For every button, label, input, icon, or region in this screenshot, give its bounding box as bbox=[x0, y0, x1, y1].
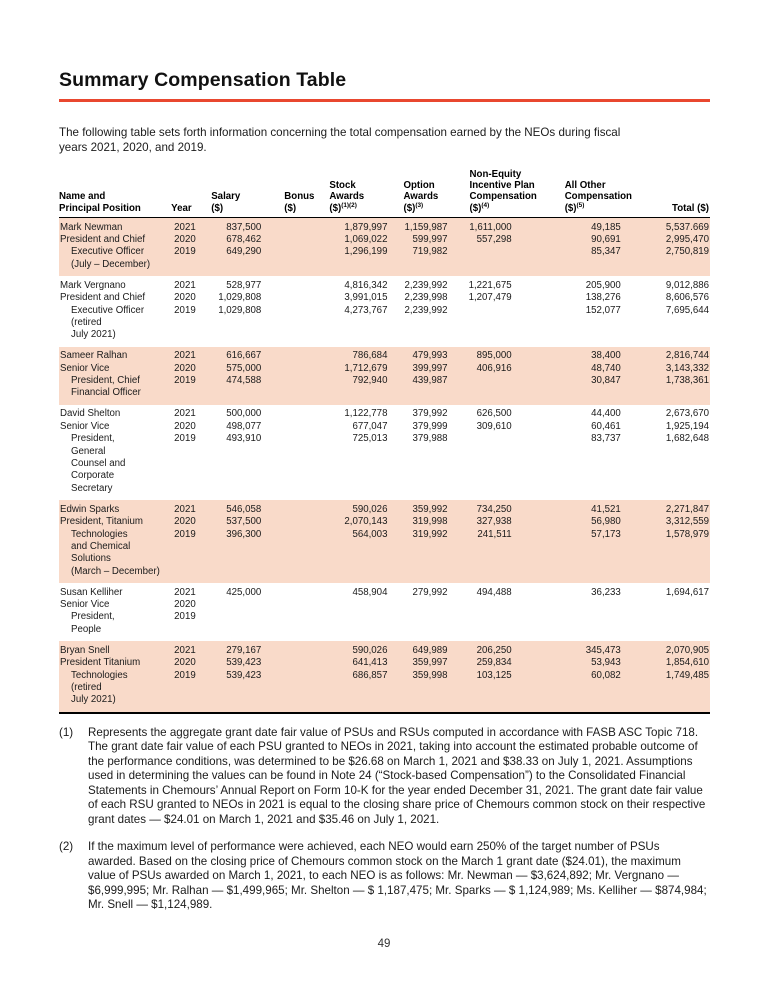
cell-option: 479,993 399,997 439,987 bbox=[389, 346, 448, 405]
cell-other: 345,473 53,943 60,082 bbox=[545, 641, 634, 714]
cell-neip: 494,488 bbox=[476, 586, 512, 598]
cell-year: 2021 2020 2019 bbox=[171, 217, 212, 277]
cell-bonus bbox=[263, 217, 310, 277]
cell-stock: 1,879,997 1,069,022 1,296,199 bbox=[309, 217, 390, 277]
neo-row: Edwin Sparks President, Titanium Technolog… bbox=[59, 500, 710, 584]
cell-year: 2021 2020 2019 bbox=[174, 408, 196, 445]
cell-total: 1,694,617 bbox=[665, 586, 709, 598]
footnotes-section: (1) Represents the aggregate grant date … bbox=[59, 726, 710, 913]
neo-row: Sameer Ralhan Senior Vice President, Chief… bbox=[59, 346, 710, 405]
cell-neip: 1,611,000 557,298 bbox=[447, 217, 546, 277]
cell-bonus bbox=[263, 583, 309, 641]
footnote-reference: (4) bbox=[481, 201, 490, 209]
neo-row: Bryan Snell President Titanium Technologie… bbox=[59, 641, 710, 714]
col-header-salary: Salary ($) bbox=[211, 168, 264, 219]
neo-row: Mark Vergnano President and Chief Executiv… bbox=[59, 276, 710, 347]
cell-other: 44,400 60,461 83,737 bbox=[591, 408, 621, 445]
cell-name: Sameer Ralhan Senior Vice President, Chief… bbox=[59, 346, 172, 405]
cell-salary: 837,500 678,462 649,290 bbox=[211, 217, 264, 277]
cell-stock: 590,026 2,070,143 564,003 bbox=[309, 500, 390, 584]
table-header-row: Name and Principal Position Year Salary ($) B… bbox=[59, 168, 710, 219]
cell-bonus bbox=[263, 276, 309, 347]
cell-salary: 279,167 539,423 539,423 bbox=[211, 641, 264, 714]
cell-year: 2021 2020 2019 bbox=[174, 279, 196, 316]
neo-row: David Shelton Senior Vice President, Genera… bbox=[59, 405, 710, 500]
intro-paragraph: The following table sets forth informati… bbox=[59, 126, 621, 155]
cell-year: 2021 2020 2019 bbox=[171, 346, 212, 405]
col-header-name: Name and Principal Position bbox=[59, 168, 172, 219]
cell-option: 649,989 359,997 359,998 bbox=[389, 641, 448, 714]
cell-neip: 734,250 327,938 241,511 bbox=[447, 500, 546, 584]
cell-bonus bbox=[263, 346, 310, 405]
col-header-bonus: Bonus ($) bbox=[263, 168, 314, 219]
cell-neip: 626,500 309,610 bbox=[476, 408, 512, 432]
cell-salary: 546,058 537,500 396,300 bbox=[211, 500, 264, 584]
footnote-reference: (5) bbox=[576, 201, 585, 209]
footnote-1-marker: (1) bbox=[59, 725, 74, 739]
cell-other: 38,400 48,740 30,847 bbox=[545, 346, 634, 405]
cell-other: 49,185 90,691 85,347 bbox=[545, 217, 634, 277]
cell-stock: 458,904 bbox=[352, 586, 388, 598]
cell-total: 2,673,670 1,925,194 1,682,648 bbox=[665, 408, 709, 445]
cell-name: Susan Kelliher Senior Vice President, Peopl… bbox=[60, 586, 123, 635]
cell-year: 2021 2020 2019 bbox=[174, 586, 196, 623]
table-body: Mark Newman President and Chief Executive … bbox=[59, 217, 710, 714]
cell-name: Mark Newman President and Chief Executive … bbox=[59, 217, 172, 277]
neo-row: Susan Kelliher Senior Vice President, Peopl… bbox=[59, 583, 710, 641]
cell-other: 41,521 56,980 57,173 bbox=[545, 500, 634, 584]
cell-salary: 528,977 1,029,808 1,029,808 bbox=[218, 279, 262, 316]
cell-salary: 500,000 498,077 493,910 bbox=[226, 408, 262, 445]
cell-neip: 1,221,675 1,207,479 bbox=[468, 279, 512, 304]
footnote-1: (1) Represents the aggregate grant date … bbox=[59, 726, 710, 828]
footnote-2-text: If the maximum level of performance were… bbox=[88, 840, 707, 912]
cell-option: 2,239,992 2,239,998 2,239,992 bbox=[404, 279, 448, 316]
cell-year: 2021 2020 2019 bbox=[171, 500, 212, 584]
cell-total: 2,271,847 3,312,559 1,578,979 bbox=[633, 500, 710, 584]
col-header-total: Total ($) bbox=[633, 168, 710, 219]
cell-stock: 4,816,342 3,991,015 4,273,767 bbox=[344, 279, 388, 316]
page-content: Summary Compensation Table The following… bbox=[59, 56, 710, 926]
cell-stock: 1,122,778 677,047 725,013 bbox=[344, 408, 388, 445]
cell-stock: 590,026 641,413 686,857 bbox=[309, 641, 390, 714]
table-header: Name and Principal Position Year Salary ($) B… bbox=[59, 168, 710, 219]
cell-option: 359,992 319,998 319,992 bbox=[389, 500, 448, 584]
cell-salary: 616,667 575,000 474,588 bbox=[211, 346, 264, 405]
col-header-year: Year bbox=[171, 168, 212, 219]
col-header-option: Option Awards ($)(3) bbox=[389, 168, 448, 219]
footnote-1-text: Represents the aggregate grant date fair… bbox=[88, 725, 706, 826]
footnote-2-marker: (2) bbox=[59, 840, 74, 854]
footnote-2: (2) If the maximum level of performance … bbox=[59, 840, 710, 913]
cell-year: 2021 2020 2019 bbox=[171, 641, 212, 714]
cell-total: 2,816,744 3,143,332 1,738,361 bbox=[633, 346, 710, 405]
cell-other: 205,900 138,276 152,077 bbox=[585, 279, 621, 316]
neo-row: Mark Newman President and Chief Executive … bbox=[59, 217, 710, 277]
cell-total: 2,070,905 1,854,610 1,749,485 bbox=[633, 641, 710, 714]
cell-name: Bryan Snell President Titanium Technologie… bbox=[59, 641, 172, 714]
footnote-reference: (1)(2) bbox=[341, 201, 357, 209]
cell-name: Mark Vergnano President and Chief Executiv… bbox=[60, 279, 146, 341]
cell-total: 5,537.669 2,995,470 2,750,819 bbox=[633, 217, 710, 277]
cell-bonus bbox=[263, 405, 309, 500]
page-title: Summary Compensation Table bbox=[59, 69, 710, 103]
cell-option: 379,992 379,999 379,988 bbox=[412, 408, 448, 445]
col-header-neip: Non-Equity Incentive Plan Compensation ($)(… bbox=[447, 168, 546, 219]
cell-name: David Shelton Senior Vice President, Genera… bbox=[60, 408, 126, 494]
cell-total: 9,012,886 8,606,576 7,695,644 bbox=[665, 279, 709, 316]
cell-option: 279,992 bbox=[412, 586, 448, 598]
cell-salary: 425,000 bbox=[226, 586, 262, 598]
col-header-stock: Stock Awards ($)(1)(2) bbox=[309, 168, 390, 219]
cell-other: 36,233 bbox=[591, 586, 621, 598]
cell-option: 1,159,987 599,997 719,982 bbox=[389, 217, 448, 277]
cell-neip: 895,000 406,916 bbox=[447, 346, 546, 405]
footnote-reference: (3) bbox=[415, 201, 424, 209]
summary-compensation-table: Name and Principal Position Year Salary ($) B… bbox=[59, 168, 710, 714]
cell-bonus bbox=[263, 641, 310, 714]
cell-stock: 786,684 1,712,679 792,940 bbox=[309, 346, 390, 405]
cell-neip: 206,250 259,834 103,125 bbox=[447, 641, 546, 714]
cell-bonus bbox=[263, 500, 310, 584]
page-number: 49 bbox=[377, 938, 391, 950]
cell-name: Edwin Sparks President, Titanium Technolog… bbox=[59, 500, 172, 584]
col-header-other: All Other Compensation ($)(5) bbox=[545, 168, 634, 219]
